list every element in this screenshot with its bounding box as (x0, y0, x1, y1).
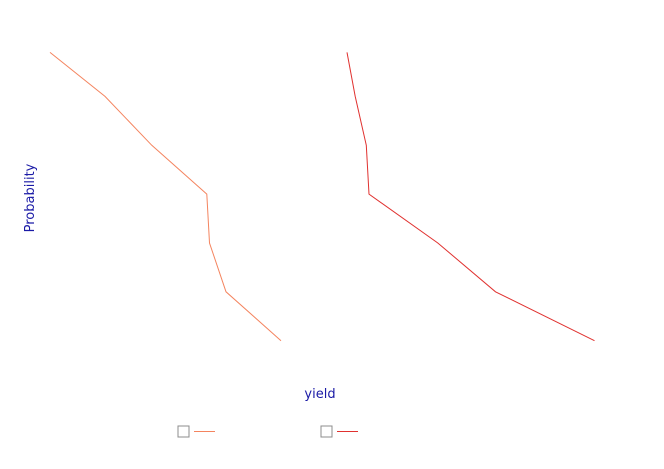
legend-item-1[interactable] (177, 425, 215, 438)
legend-checkbox-1[interactable] (177, 425, 190, 438)
x-axis-label: yield (304, 387, 335, 402)
series-line-2 (346, 52, 595, 342)
legend-item-2[interactable] (320, 425, 358, 438)
series-layer (49, 52, 595, 342)
y-axis-label: Probability (23, 163, 38, 232)
legend (177, 425, 358, 438)
series-line-1 (49, 52, 282, 342)
legend-checkbox-2[interactable] (320, 425, 333, 438)
